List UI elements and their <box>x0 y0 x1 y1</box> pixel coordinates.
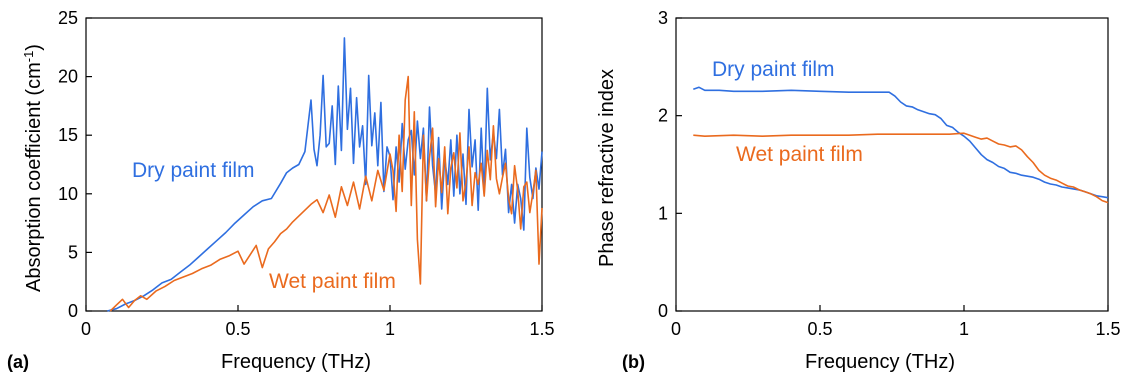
panel-a-y-tick-label: 20 <box>58 67 78 87</box>
panel-a-marks: 0 0.5 1 1.5 0 5 10 15 20 25 <box>58 8 555 339</box>
panel-a-plot-frame <box>85 17 543 312</box>
panel-a-x-tick-label: 0.5 <box>225 319 250 339</box>
panel-a-y-tick-label: 10 <box>58 184 78 204</box>
panel-b-marks: 0 0.5 1 1.5 0 1 2 3 <box>658 8 1121 339</box>
panel-a-y-tick-label: 0 <box>68 301 78 321</box>
panel-b-series-line-wet-paint-film <box>693 132 1109 204</box>
panel-b-x-tick-label: 0 <box>671 319 681 339</box>
panel-b-y-tick-label: 1 <box>658 203 668 223</box>
panel-a-y-axis-label-superscript: -1 <box>21 51 36 63</box>
panel-b-refractive-index-chart: 0 0.5 1 1.5 0 1 2 3 (b) Frequency (THz) Phase r… <box>596 8 1121 373</box>
panel-a-x-tick-label: 0 <box>81 319 91 339</box>
panel-a-absorption-chart: 0 0.5 1 1.5 0 5 10 15 20 25 (a) Frequency (THz) A… <box>7 8 555 373</box>
panel-a-y-axis-label: Absorption coefficient (cm-1) <box>21 44 45 292</box>
panel-b-x-tick-label: 1 <box>959 319 969 339</box>
panel-b-series-line-dry-paint-film <box>693 86 1109 199</box>
panel-a-y-tick-label: 25 <box>58 8 78 28</box>
panel-b-x-tick-label: 0.5 <box>807 319 832 339</box>
panel-b-y-tick-label: 3 <box>658 8 668 28</box>
panel-a-x-tick-label: 1 <box>385 319 395 339</box>
panel-b-annotation-dry: Dry paint film <box>712 58 835 81</box>
panel-a-annotation-wet: Wet paint film <box>269 270 396 293</box>
panel-a-annotation-dry: Dry paint film <box>132 159 255 182</box>
panel-b-x-axis-label: Frequency (THz) <box>805 351 955 373</box>
panel-a-x-tick-label: 1.5 <box>529 319 554 339</box>
panel-b-x-tick-label: 1.5 <box>1095 319 1120 339</box>
panel-b-annotation-wet: Wet paint film <box>736 143 863 166</box>
panel-b-plot-frame <box>675 17 1109 312</box>
panel-a-y-tick-label: 5 <box>68 242 78 262</box>
panel-b-y-axis-label: Phase refractive index <box>596 69 618 267</box>
panel-a-x-axis-label: Frequency (THz) <box>221 351 371 373</box>
panel-b-y-tick-label: 2 <box>658 106 668 126</box>
panel-a-label: (a) <box>7 352 29 372</box>
panel-a-y-tick-label: 15 <box>58 125 78 145</box>
panel-a-y-axis-label-main: Absorption coefficient (cm <box>23 62 45 292</box>
panel-b-y-tick-label: 0 <box>658 301 668 321</box>
panel-b-label: (b) <box>622 352 645 372</box>
panel-a-y-axis-label-close: ) <box>23 44 45 51</box>
panel-a-series-line-wet-paint-film <box>109 75 543 312</box>
